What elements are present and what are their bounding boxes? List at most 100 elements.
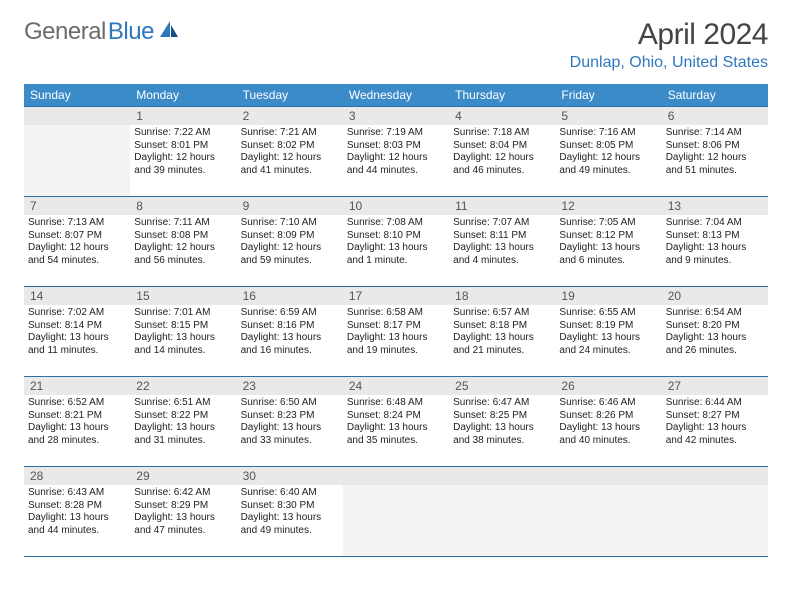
daylight-text-1: Daylight: 12 hours (347, 152, 445, 165)
day-number: 9 (237, 197, 343, 215)
day-info: Sunrise: 7:10 AMSunset: 8:09 PMDaylight:… (237, 215, 343, 271)
sunrise-text: Sunrise: 6:46 AM (559, 397, 657, 410)
calendar-cell: 9Sunrise: 7:10 AMSunset: 8:09 PMDaylight… (237, 196, 343, 286)
calendar-cell-empty (343, 466, 449, 556)
sunset-text: Sunset: 8:20 PM (666, 320, 764, 333)
sunrise-text: Sunrise: 7:08 AM (347, 217, 445, 230)
weekday-label: Monday (130, 84, 236, 106)
sunset-text: Sunset: 8:01 PM (134, 140, 232, 153)
day-number: 13 (662, 197, 768, 215)
daylight-text-2: and 33 minutes. (241, 435, 339, 448)
sunset-text: Sunset: 8:23 PM (241, 410, 339, 423)
day-number: 23 (237, 377, 343, 395)
sunset-text: Sunset: 8:03 PM (347, 140, 445, 153)
calendar-cell-empty (449, 466, 555, 556)
daylight-text-1: Daylight: 13 hours (241, 512, 339, 525)
day-number: 26 (555, 377, 661, 395)
day-info: Sunrise: 7:16 AMSunset: 8:05 PMDaylight:… (555, 125, 661, 181)
sunset-text: Sunset: 8:08 PM (134, 230, 232, 243)
daylight-text-1: Daylight: 12 hours (28, 242, 126, 255)
daylight-text-2: and 40 minutes. (559, 435, 657, 448)
daylight-text-2: and 1 minute. (347, 255, 445, 268)
calendar-week: 7Sunrise: 7:13 AMSunset: 8:07 PMDaylight… (24, 196, 768, 286)
daylight-text-1: Daylight: 13 hours (559, 332, 657, 345)
day-number: 10 (343, 197, 449, 215)
sunset-text: Sunset: 8:24 PM (347, 410, 445, 423)
daylight-text-2: and 19 minutes. (347, 345, 445, 358)
daylight-text-1: Daylight: 12 hours (453, 152, 551, 165)
day-info: Sunrise: 6:54 AMSunset: 8:20 PMDaylight:… (662, 305, 768, 361)
daylight-text-2: and 11 minutes. (28, 345, 126, 358)
daylight-text-1: Daylight: 12 hours (241, 152, 339, 165)
daylight-text-1: Daylight: 13 hours (453, 332, 551, 345)
day-number (449, 467, 555, 485)
daylight-text-2: and 44 minutes. (347, 165, 445, 178)
daylight-text-2: and 26 minutes. (666, 345, 764, 358)
header: GeneralBlue April 2024 Dunlap, Ohio, Uni… (0, 0, 792, 80)
day-number (343, 467, 449, 485)
sunrise-text: Sunrise: 7:01 AM (134, 307, 232, 320)
sunset-text: Sunset: 8:21 PM (28, 410, 126, 423)
daylight-text-1: Daylight: 13 hours (666, 422, 764, 435)
sunset-text: Sunset: 8:11 PM (453, 230, 551, 243)
calendar-cell: 15Sunrise: 7:01 AMSunset: 8:15 PMDayligh… (130, 286, 236, 376)
sunset-text: Sunset: 8:27 PM (666, 410, 764, 423)
sunrise-text: Sunrise: 7:19 AM (347, 127, 445, 140)
calendar-cell-empty (555, 466, 661, 556)
daylight-text-1: Daylight: 13 hours (347, 332, 445, 345)
daylight-text-1: Daylight: 12 hours (241, 242, 339, 255)
sunrise-text: Sunrise: 6:44 AM (666, 397, 764, 410)
daylight-text-2: and 35 minutes. (347, 435, 445, 448)
calendar-cell: 10Sunrise: 7:08 AMSunset: 8:10 PMDayligh… (343, 196, 449, 286)
calendar-cell: 4Sunrise: 7:18 AMSunset: 8:04 PMDaylight… (449, 106, 555, 196)
calendar-cell: 21Sunrise: 6:52 AMSunset: 8:21 PMDayligh… (24, 376, 130, 466)
page-title: April 2024 (570, 18, 768, 52)
daylight-text-2: and 39 minutes. (134, 165, 232, 178)
day-number (24, 107, 130, 125)
sunset-text: Sunset: 8:12 PM (559, 230, 657, 243)
calendar-cell: 2Sunrise: 7:21 AMSunset: 8:02 PMDaylight… (237, 106, 343, 196)
day-number: 30 (237, 467, 343, 485)
sunrise-text: Sunrise: 6:43 AM (28, 487, 126, 500)
location-text: Dunlap, Ohio, United States (570, 54, 768, 72)
daylight-text-2: and 56 minutes. (134, 255, 232, 268)
day-info: Sunrise: 7:21 AMSunset: 8:02 PMDaylight:… (237, 125, 343, 181)
sunset-text: Sunset: 8:07 PM (28, 230, 126, 243)
day-number: 14 (24, 287, 130, 305)
calendar-cell: 24Sunrise: 6:48 AMSunset: 8:24 PMDayligh… (343, 376, 449, 466)
daylight-text-1: Daylight: 13 hours (666, 242, 764, 255)
weekday-label: Friday (555, 84, 661, 106)
daylight-text-2: and 41 minutes. (241, 165, 339, 178)
daylight-text-1: Daylight: 13 hours (559, 422, 657, 435)
sunset-text: Sunset: 8:29 PM (134, 500, 232, 513)
calendar-cell: 6Sunrise: 7:14 AMSunset: 8:06 PMDaylight… (662, 106, 768, 196)
day-number: 6 (662, 107, 768, 125)
daylight-text-2: and 54 minutes. (28, 255, 126, 268)
day-number: 20 (662, 287, 768, 305)
day-info: Sunrise: 6:42 AMSunset: 8:29 PMDaylight:… (130, 485, 236, 541)
sunset-text: Sunset: 8:13 PM (666, 230, 764, 243)
calendar-week: 28Sunrise: 6:43 AMSunset: 8:28 PMDayligh… (24, 466, 768, 556)
daylight-text-1: Daylight: 13 hours (347, 242, 445, 255)
day-info: Sunrise: 7:22 AMSunset: 8:01 PMDaylight:… (130, 125, 236, 181)
calendar-cell: 13Sunrise: 7:04 AMSunset: 8:13 PMDayligh… (662, 196, 768, 286)
calendar-cell: 26Sunrise: 6:46 AMSunset: 8:26 PMDayligh… (555, 376, 661, 466)
sunrise-text: Sunrise: 7:11 AM (134, 217, 232, 230)
sunrise-text: Sunrise: 7:21 AM (241, 127, 339, 140)
sunrise-text: Sunrise: 7:18 AM (453, 127, 551, 140)
calendar: SundayMondayTuesdayWednesdayThursdayFrid… (24, 84, 768, 556)
day-info: Sunrise: 7:04 AMSunset: 8:13 PMDaylight:… (662, 215, 768, 271)
day-info: Sunrise: 7:08 AMSunset: 8:10 PMDaylight:… (343, 215, 449, 271)
weekday-label: Saturday (662, 84, 768, 106)
calendar-cell: 17Sunrise: 6:58 AMSunset: 8:17 PMDayligh… (343, 286, 449, 376)
calendar-cell: 5Sunrise: 7:16 AMSunset: 8:05 PMDaylight… (555, 106, 661, 196)
daylight-text-1: Daylight: 13 hours (666, 332, 764, 345)
day-number: 28 (24, 467, 130, 485)
day-info: Sunrise: 6:55 AMSunset: 8:19 PMDaylight:… (555, 305, 661, 361)
day-number: 15 (130, 287, 236, 305)
daylight-text-1: Daylight: 13 hours (453, 422, 551, 435)
day-number: 21 (24, 377, 130, 395)
day-number (555, 467, 661, 485)
calendar-cell: 23Sunrise: 6:50 AMSunset: 8:23 PMDayligh… (237, 376, 343, 466)
calendar-cell-empty (662, 466, 768, 556)
